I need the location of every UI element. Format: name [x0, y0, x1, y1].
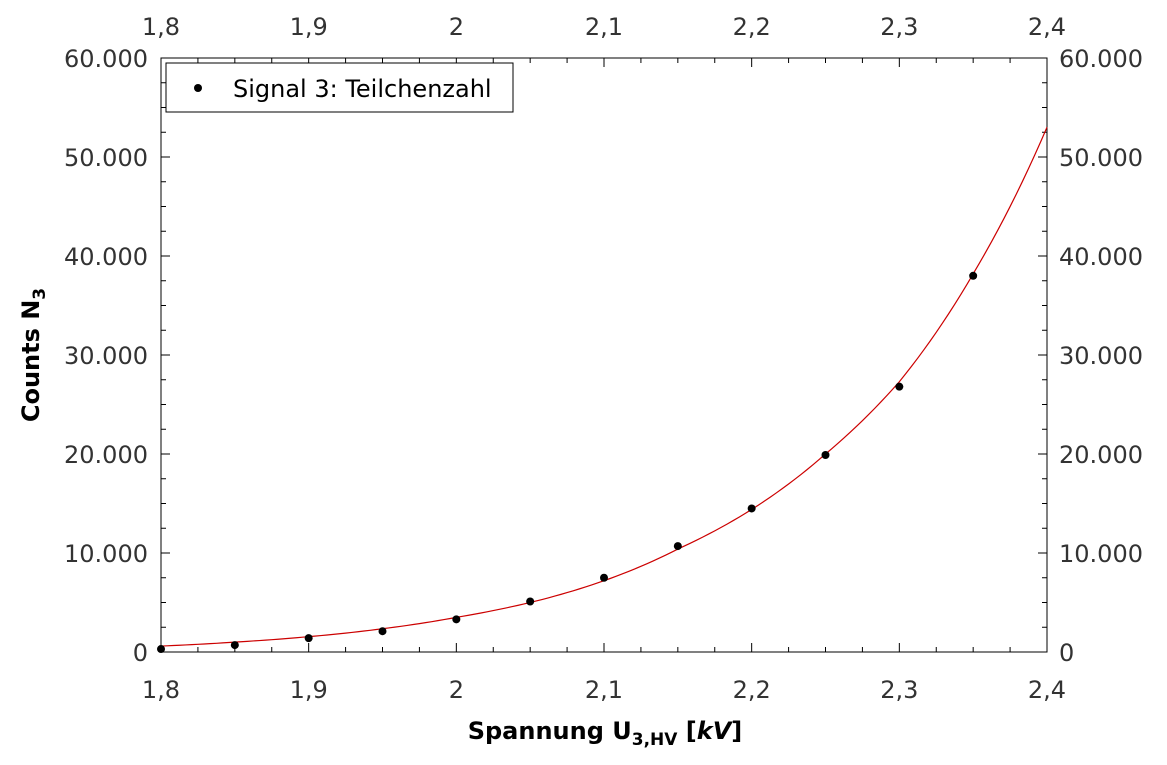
data-point [895, 382, 904, 391]
y-tick-label-right: 30.000 [1059, 342, 1143, 370]
y-tick-label-right: 50.000 [1059, 144, 1143, 172]
x-tick-label-bottom: 2,4 [1028, 676, 1066, 704]
y-axis-title-subscript: 3 [30, 288, 50, 300]
x-axis-title-main: Spannung U [468, 717, 632, 745]
y-tick-label-left: 0 [133, 639, 148, 667]
x-tick-label-bottom: 1,8 [142, 676, 180, 704]
data-point [452, 615, 461, 624]
data-point [673, 542, 682, 551]
x-axis-title-subscript: 3,HV [632, 730, 679, 750]
data-point [304, 634, 313, 643]
y-tick-label-left: 30.000 [64, 342, 148, 370]
data-point [821, 450, 830, 459]
data-point [526, 597, 535, 606]
y-tick-label-right: 60.000 [1059, 45, 1143, 73]
data-point [378, 627, 387, 636]
legend-box [165, 62, 514, 113]
x-tick-label-top: 2,4 [1028, 13, 1066, 41]
data-point [230, 641, 239, 650]
ticks-layer: 1,8 1,8 1,9 1,9 2 2 2,1 2,1 2,2 2,2 2,3 2,3 2,4 2,4 0 0… [64, 13, 1143, 704]
y-axis-title-main: Counts N [17, 300, 45, 422]
x-tick-label-top: 1,8 [142, 13, 180, 41]
y-tick-label-right: 10.000 [1059, 540, 1143, 568]
y-tick-label-right: 0 [1059, 639, 1074, 667]
x-tick-label-top: 2,3 [880, 13, 918, 41]
y-tick-label-left: 20.000 [64, 441, 148, 469]
legend-label: Signal 3: Teilchenzahl [233, 75, 492, 103]
x-tick-label-top: 2,1 [585, 13, 623, 41]
x-axis-title: Spannung U3,HV [kV] [468, 717, 743, 750]
x-axis-title-unit-open: [ [677, 717, 696, 745]
y-tick-label-left: 40.000 [64, 243, 148, 271]
data-point [969, 271, 978, 280]
x-axis-title-unit-close: ] [731, 717, 742, 745]
y-tick-label-left: 10.000 [64, 540, 148, 568]
y-tick-label-right: 40.000 [1059, 243, 1143, 271]
legend-marker [194, 84, 202, 92]
data-point [157, 645, 165, 654]
data-point [747, 504, 756, 513]
x-tick-label-bottom: 2 [449, 676, 464, 704]
x-tick-label-bottom: 2,1 [585, 676, 623, 704]
y-tick-label-right: 20.000 [1059, 441, 1143, 469]
x-tick-label-bottom: 1,9 [290, 676, 328, 704]
x-axis-title-unit: kV [697, 717, 734, 745]
x-tick-label-top: 1,9 [290, 13, 328, 41]
y-tick-label-left: 50.000 [64, 144, 148, 172]
data-point [600, 573, 608, 582]
y-axis-title: Counts N3 [17, 288, 50, 422]
x-tick-label-bottom: 2,3 [880, 676, 918, 704]
x-tick-label-bottom: 2,2 [733, 676, 771, 704]
data-points-layer [157, 271, 978, 654]
legend: Signal 3: Teilchenzahl [165, 62, 514, 113]
plot-area [160, 57, 1048, 653]
y-tick-label-left: 60.000 [64, 45, 148, 73]
x-tick-label-top: 2,2 [733, 13, 771, 41]
x-tick-label-top: 2 [449, 13, 464, 41]
